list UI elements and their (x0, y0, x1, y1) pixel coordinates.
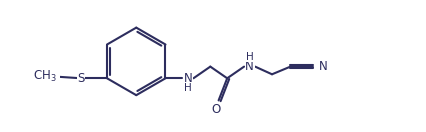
Text: N: N (184, 72, 192, 85)
Text: S: S (77, 72, 85, 85)
Text: N: N (319, 60, 328, 73)
Text: H: H (184, 83, 192, 93)
Text: N: N (245, 60, 254, 72)
Text: CH$_3$: CH$_3$ (33, 69, 56, 84)
Text: O: O (211, 103, 220, 116)
Text: H: H (246, 52, 253, 62)
